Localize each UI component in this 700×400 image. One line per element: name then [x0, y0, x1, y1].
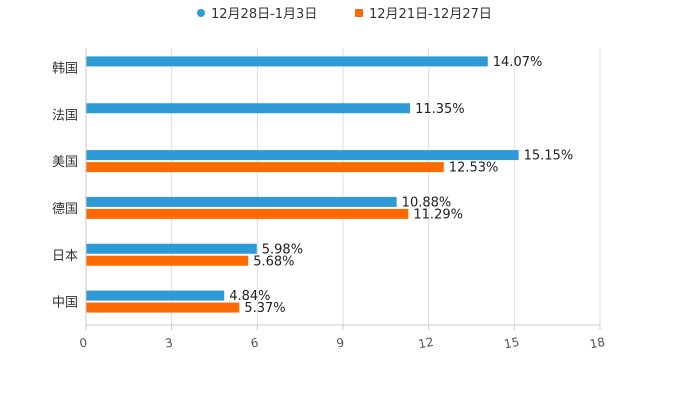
bars [86, 56, 519, 313]
legend-label-series-1: 12月28日-1月3日 [211, 7, 317, 22]
bar-series-2-4 [86, 255, 249, 266]
data-label-series-2-4: 5.68% [253, 254, 294, 269]
x-axis: 0 3 6 9 12 15 18 [78, 48, 606, 351]
legend-marker-series-2 [355, 9, 363, 17]
bar-series-1-3 [86, 196, 397, 207]
data-label-series-2-5: 5.37% [244, 301, 285, 316]
category-label-5: 中国 [52, 296, 78, 311]
data-label-series-1-2: 15.15% [524, 149, 574, 164]
data-label-series-1-3: 10.88% [402, 195, 452, 210]
x-tick-label-5: 15 [503, 335, 520, 351]
legend: 12月28日-1月3日 12月21日-12月27日 [197, 7, 492, 22]
legend-label-series-2: 12月21日-12月27日 [369, 7, 492, 22]
grid-lines [171, 48, 601, 325]
data-labels: 14.07% 11.35% 15.15% 12.53% 10.88%11.29% 5.98… [229, 55, 573, 316]
x-tick-label-3: 9 [335, 336, 345, 351]
data-label-series-1-1: 11.35% [415, 102, 465, 117]
category-label-4: 日本 [52, 249, 78, 264]
bar-series-1-2 [86, 150, 519, 161]
bar-series-1-4 [86, 243, 257, 254]
bar-series-1-0 [86, 56, 488, 67]
x-tick-label-4: 12 [417, 335, 434, 351]
category-label-2: 美国 [52, 155, 78, 170]
data-label-series-2-3: 11.29% [413, 207, 463, 222]
bar-series-1-1 [86, 103, 411, 114]
bar-series-2-3 [86, 208, 409, 219]
x-tick-label-1: 3 [164, 336, 174, 351]
bar-series-2-2 [86, 162, 444, 173]
x-tick-label-0: 0 [78, 336, 88, 351]
x-tick-label-6: 18 [589, 335, 606, 351]
x-tick-label-2: 6 [250, 336, 260, 351]
data-label-series-1-4: 5.98% [262, 242, 303, 257]
category-label-1: 法国 [52, 108, 78, 123]
data-label-series-1-5: 4.84% [229, 289, 270, 304]
data-label-series-2-2: 12.53% [449, 161, 499, 176]
bar-series-1-5 [86, 290, 225, 301]
bar-series-2-5 [86, 302, 240, 313]
category-label-3: 德国 [52, 202, 78, 217]
legend-marker-series-1 [197, 9, 205, 17]
category-label-0: 韩国 [52, 61, 78, 76]
data-label-series-1-0: 14.07% [493, 55, 543, 70]
